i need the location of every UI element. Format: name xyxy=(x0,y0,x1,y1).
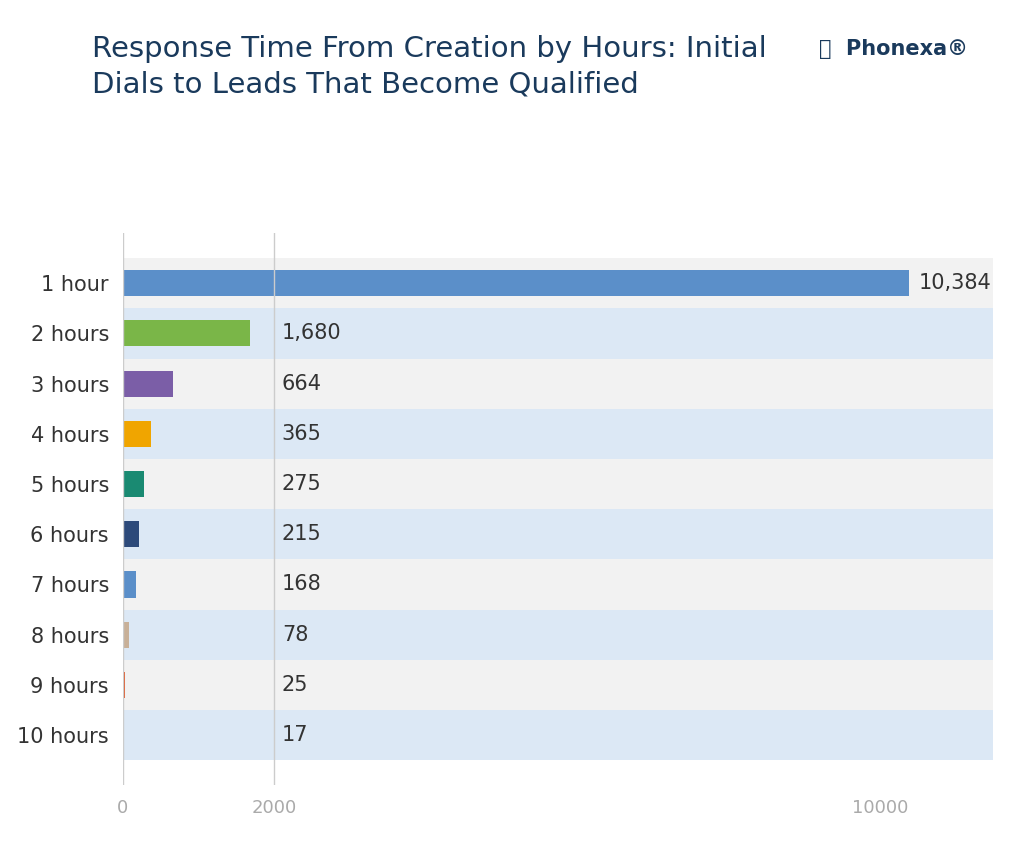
Bar xyxy=(123,621,129,648)
Bar xyxy=(123,358,993,409)
Bar xyxy=(123,710,993,760)
Bar xyxy=(123,421,151,447)
Text: 365: 365 xyxy=(282,424,322,444)
Bar xyxy=(123,521,139,547)
Text: 78: 78 xyxy=(282,625,308,645)
Bar xyxy=(123,308,993,358)
Text: 664: 664 xyxy=(282,374,322,394)
Bar xyxy=(123,370,173,397)
Text: 25: 25 xyxy=(282,675,308,695)
Text: ⓘ  Phonexa®: ⓘ Phonexa® xyxy=(819,39,969,59)
Bar xyxy=(123,320,250,346)
Text: 17: 17 xyxy=(282,725,308,745)
Text: 10,384: 10,384 xyxy=(919,274,991,293)
Bar xyxy=(123,471,143,497)
Bar xyxy=(123,509,993,559)
Text: 275: 275 xyxy=(282,474,322,494)
Text: 168: 168 xyxy=(282,575,322,595)
Text: 1,680: 1,680 xyxy=(282,324,341,343)
Bar xyxy=(123,660,993,710)
Bar xyxy=(123,459,993,509)
Bar xyxy=(123,672,125,698)
Bar xyxy=(123,722,124,748)
Bar xyxy=(123,559,993,609)
Bar xyxy=(123,258,993,308)
Bar xyxy=(123,571,135,597)
Text: Response Time From Creation by Hours: Initial
Dials to Leads That Become Qualifi: Response Time From Creation by Hours: In… xyxy=(92,35,767,98)
Bar xyxy=(123,409,993,459)
Bar xyxy=(123,270,909,296)
Text: 215: 215 xyxy=(282,525,322,545)
Bar xyxy=(123,609,993,660)
